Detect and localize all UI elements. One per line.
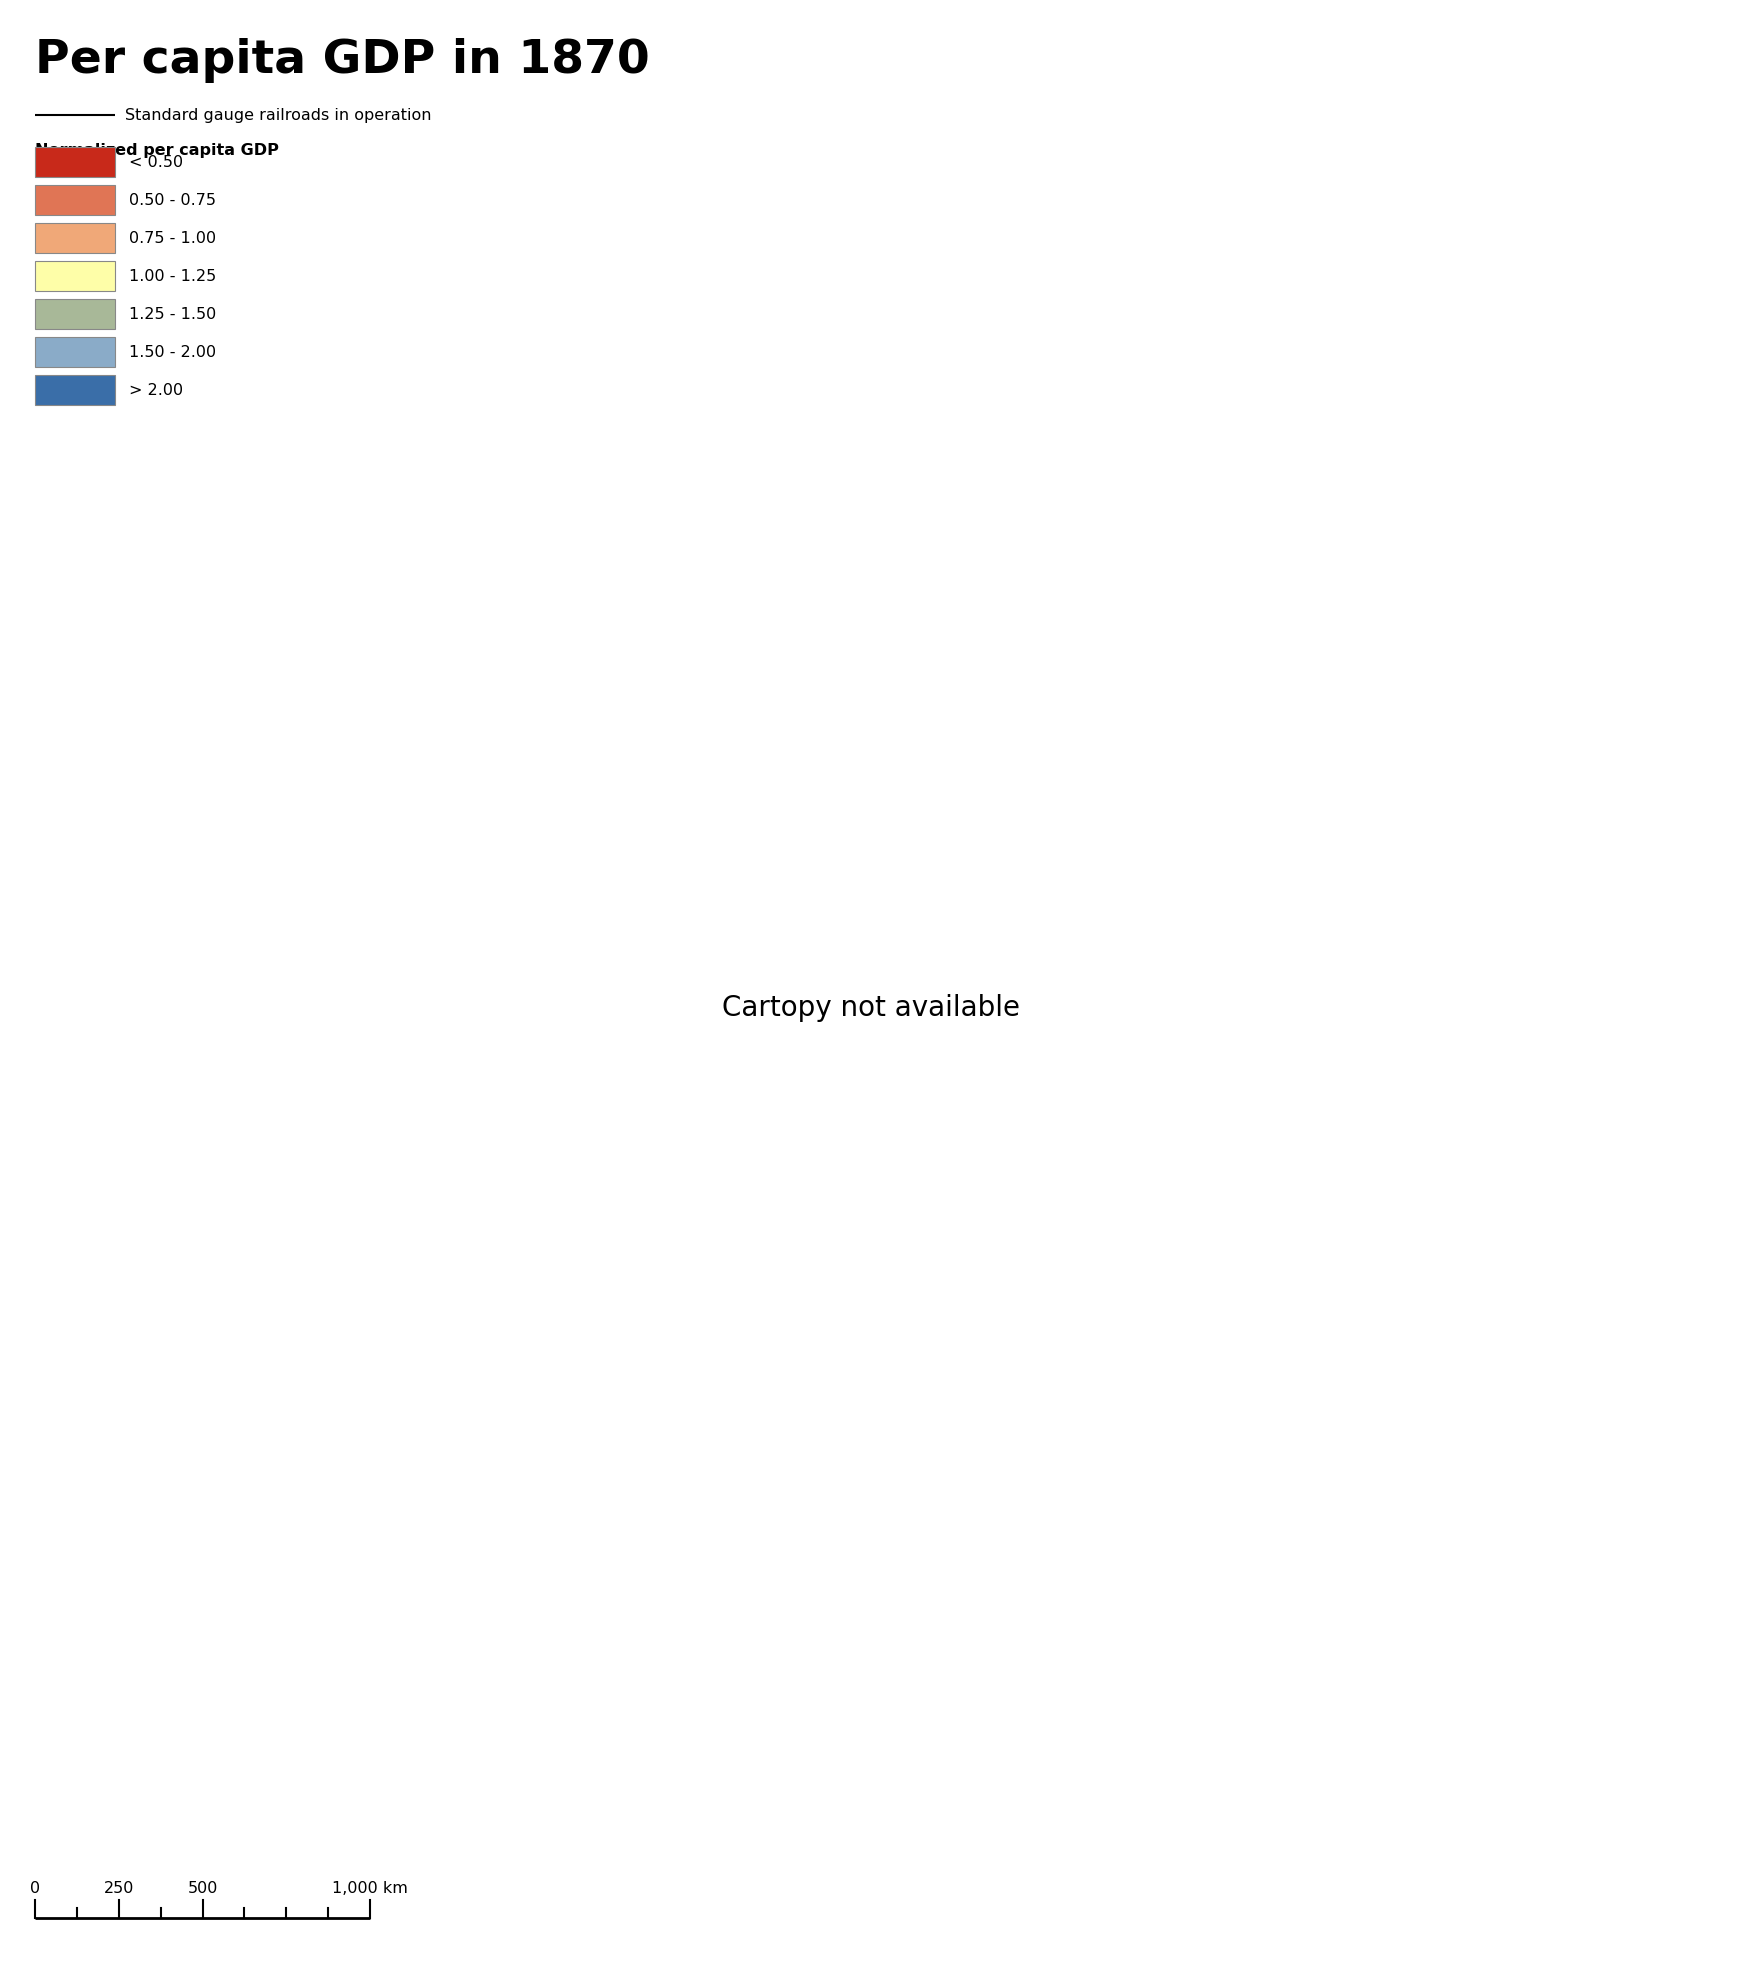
Text: 0.75 - 1.00: 0.75 - 1.00 [129, 231, 216, 245]
Text: < 0.50: < 0.50 [129, 154, 183, 170]
Text: 1.00 - 1.25: 1.00 - 1.25 [129, 269, 216, 283]
Text: Cartopy not available: Cartopy not available [721, 994, 1021, 1022]
Text: Per capita GDP in 1870: Per capita GDP in 1870 [35, 38, 650, 83]
Bar [35, 261, 115, 290]
Text: 1,000 km: 1,000 km [333, 1881, 408, 1897]
Bar [35, 146, 115, 178]
Bar [35, 186, 115, 215]
Text: Standard gauge railroads in operation: Standard gauge railroads in operation [125, 107, 432, 123]
Text: 1.25 - 1.50: 1.25 - 1.50 [129, 306, 216, 322]
Bar [35, 223, 115, 253]
Text: 1.50 - 2.00: 1.50 - 2.00 [129, 344, 216, 360]
Bar [35, 298, 115, 328]
Text: 250: 250 [103, 1881, 134, 1897]
Text: > 2.00: > 2.00 [129, 383, 183, 397]
Text: Normalized per capita GDP: Normalized per capita GDP [35, 142, 279, 158]
Text: 0.50 - 0.75: 0.50 - 0.75 [129, 192, 216, 207]
Bar [35, 338, 115, 368]
Bar [35, 375, 115, 405]
Text: 0: 0 [30, 1881, 40, 1897]
Text: 500: 500 [188, 1881, 218, 1897]
